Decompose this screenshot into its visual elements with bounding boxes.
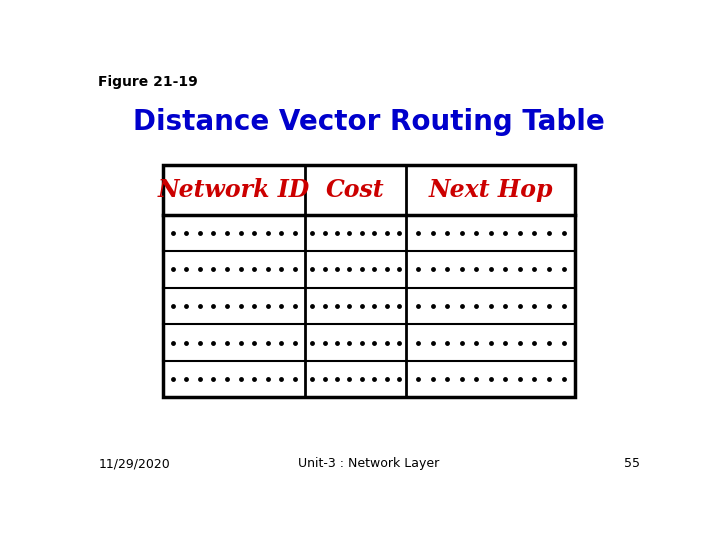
Text: Cost: Cost	[326, 178, 385, 201]
Text: Distance Vector Routing Table: Distance Vector Routing Table	[133, 109, 605, 137]
Text: 55: 55	[624, 457, 639, 470]
Text: Next Hop: Next Hop	[428, 178, 553, 201]
Bar	[163, 165, 575, 397]
Text: Network ID: Network ID	[158, 178, 310, 201]
Text: Figure 21-19: Figure 21-19	[99, 75, 198, 89]
Text: Unit-3 : Network Layer: Unit-3 : Network Layer	[298, 457, 440, 470]
Text: 11/29/2020: 11/29/2020	[99, 457, 170, 470]
